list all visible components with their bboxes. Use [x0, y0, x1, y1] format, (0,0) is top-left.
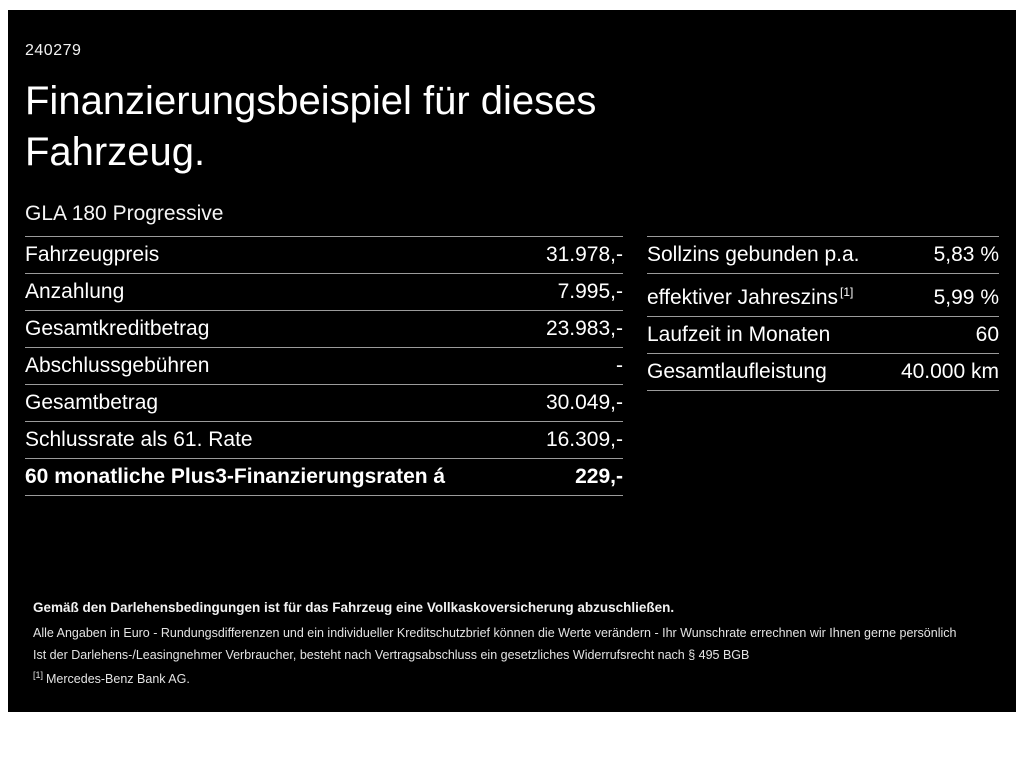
- row-label: Laufzeit in Monaten: [647, 322, 831, 346]
- row-value: -: [616, 353, 623, 377]
- row-value: 16.309,-: [545, 427, 623, 451]
- row-label: 60 monatliche Plus3-Finanzierungsraten á: [25, 464, 446, 488]
- table-row-sollzins: Sollzins gebunden p.a. 5,83 %: [647, 237, 999, 274]
- row-value: 40.000 km: [900, 359, 999, 383]
- table-row-schlussrate: Schlussrate als 61. Rate 16.309,-: [25, 422, 623, 459]
- page-title: Finanzierungsbeispiel für dieses Fahrzeu…: [25, 79, 597, 174]
- row-label: Gesamtbetrag: [25, 390, 159, 414]
- row-value: 60: [975, 322, 999, 346]
- row-value: 5,99 %: [933, 285, 999, 309]
- legal-footer: Gemäß den Darlehensbedingungen ist für d…: [33, 600, 991, 686]
- table-row-gesamtkreditbetrag: Gesamtkreditbetrag 23.983,-: [25, 311, 623, 348]
- row-label: Anzahlung: [25, 279, 125, 303]
- footer-footnote: [1] Mercedes-Benz Bank AG.: [33, 670, 991, 686]
- footnote-marker: [1]: [33, 669, 44, 680]
- row-label: effektiver Jahreszins [1]: [647, 284, 854, 309]
- table-row-gesamtlaufleistung: Gesamtlaufleistung 40.000 km: [647, 354, 999, 391]
- table-row-fahrzeugpreis: Fahrzeugpreis 31.978,-: [25, 237, 623, 274]
- table-row-monatsrate: 60 monatliche Plus3-Finanzierungsraten á…: [25, 459, 623, 496]
- table-row-laufzeit: Laufzeit in Monaten 60: [647, 317, 999, 354]
- row-label: Gesamtkreditbetrag: [25, 316, 210, 340]
- row-label: Fahrzeugpreis: [25, 242, 160, 266]
- table-row-anzahlung: Anzahlung 7.995,-: [25, 274, 623, 311]
- footnote-ref: [1]: [840, 284, 854, 299]
- row-value: 7.995,-: [557, 279, 623, 303]
- financing-sheet: 240279 Finanzierungsbeispiel für dieses …: [8, 10, 1016, 712]
- listing-ref-number: 240279: [25, 42, 82, 59]
- row-value: 23.983,-: [545, 316, 623, 340]
- row-value: 31.978,-: [545, 242, 623, 266]
- financing-tables: Fahrzeugpreis 31.978,- Anzahlung 7.995,-…: [25, 235, 999, 496]
- financing-table-right: Sollzins gebunden p.a. 5,83 % effektiver…: [647, 235, 999, 391]
- footnote-text: Mercedes-Benz Bank AG.: [46, 672, 190, 686]
- row-value: 5,83 %: [933, 242, 999, 266]
- table-row-abschlussgebuehren: Abschlussgebühren -: [25, 348, 623, 385]
- row-value: 30.049,-: [545, 390, 623, 414]
- row-label: Abschlussgebühren: [25, 353, 210, 377]
- table-row-effektiver-jahreszins: effektiver Jahreszins [1] 5,99 %: [647, 274, 999, 317]
- financing-table-left: Fahrzeugpreis 31.978,- Anzahlung 7.995,-…: [25, 235, 623, 496]
- row-label: Gesamtlaufleistung: [647, 359, 827, 383]
- footer-disclaimer-1: Alle Angaben in Euro - Rundungsdifferenz…: [33, 625, 957, 640]
- footer-insurance-note: Gemäß den Darlehensbedingungen ist für d…: [33, 599, 675, 615]
- row-label: Schlussrate als 61. Rate: [25, 427, 253, 451]
- table-row-gesamtbetrag: Gesamtbetrag 30.049,-: [25, 385, 623, 422]
- row-value: 229,-: [575, 464, 623, 488]
- footer-disclaimer-2: Ist der Darlehens-/Leasingnehmer Verbrau…: [33, 647, 750, 662]
- row-label: Sollzins gebunden p.a.: [647, 242, 860, 266]
- vehicle-model: GLA 180 Progressive: [25, 201, 224, 225]
